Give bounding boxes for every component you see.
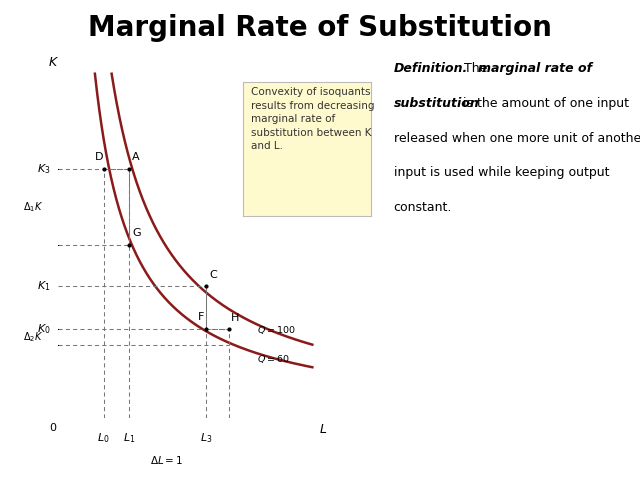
- Text: G: G: [132, 228, 141, 238]
- Text: Definition.: Definition.: [394, 62, 468, 75]
- Text: Convexity of isoquants
results from decreasing
marginal rate of
substitution bet: Convexity of isoquants results from decr…: [251, 87, 374, 151]
- Text: substitution: substitution: [394, 97, 479, 110]
- Text: Marginal Rate of Substitution: Marginal Rate of Substitution: [88, 14, 552, 42]
- Text: The: The: [456, 62, 492, 75]
- Text: $L$: $L$: [319, 423, 327, 436]
- Text: is the amount of one input: is the amount of one input: [459, 97, 629, 110]
- Text: $\Delta_2 K$: $\Delta_2 K$: [23, 330, 44, 344]
- Text: $K_1$: $K_1$: [37, 279, 51, 293]
- Text: input is used while keeping output: input is used while keeping output: [394, 166, 609, 179]
- Text: $L_0$: $L_0$: [97, 432, 110, 445]
- Text: D: D: [95, 152, 103, 162]
- Text: H: H: [231, 313, 240, 323]
- Text: F: F: [198, 312, 205, 322]
- Text: $Q = 60$: $Q = 60$: [257, 353, 290, 365]
- Text: released when one more unit of another: released when one more unit of another: [394, 132, 640, 144]
- Text: $L_3$: $L_3$: [200, 432, 212, 445]
- Text: constant.: constant.: [394, 201, 452, 214]
- Text: $K_0$: $K_0$: [36, 323, 51, 336]
- Text: 0: 0: [49, 423, 56, 433]
- Text: A: A: [132, 152, 140, 162]
- Text: $Q = 100$: $Q = 100$: [257, 324, 296, 336]
- Text: $K$: $K$: [48, 56, 60, 69]
- Text: C: C: [209, 270, 217, 280]
- Text: $\Delta L = 1$: $\Delta L = 1$: [150, 454, 183, 466]
- Text: $\Delta_1 K$: $\Delta_1 K$: [23, 200, 44, 214]
- Text: marginal rate of: marginal rate of: [478, 62, 592, 75]
- Text: $K_3$: $K_3$: [37, 162, 51, 176]
- Text: $L_1$: $L_1$: [123, 432, 136, 445]
